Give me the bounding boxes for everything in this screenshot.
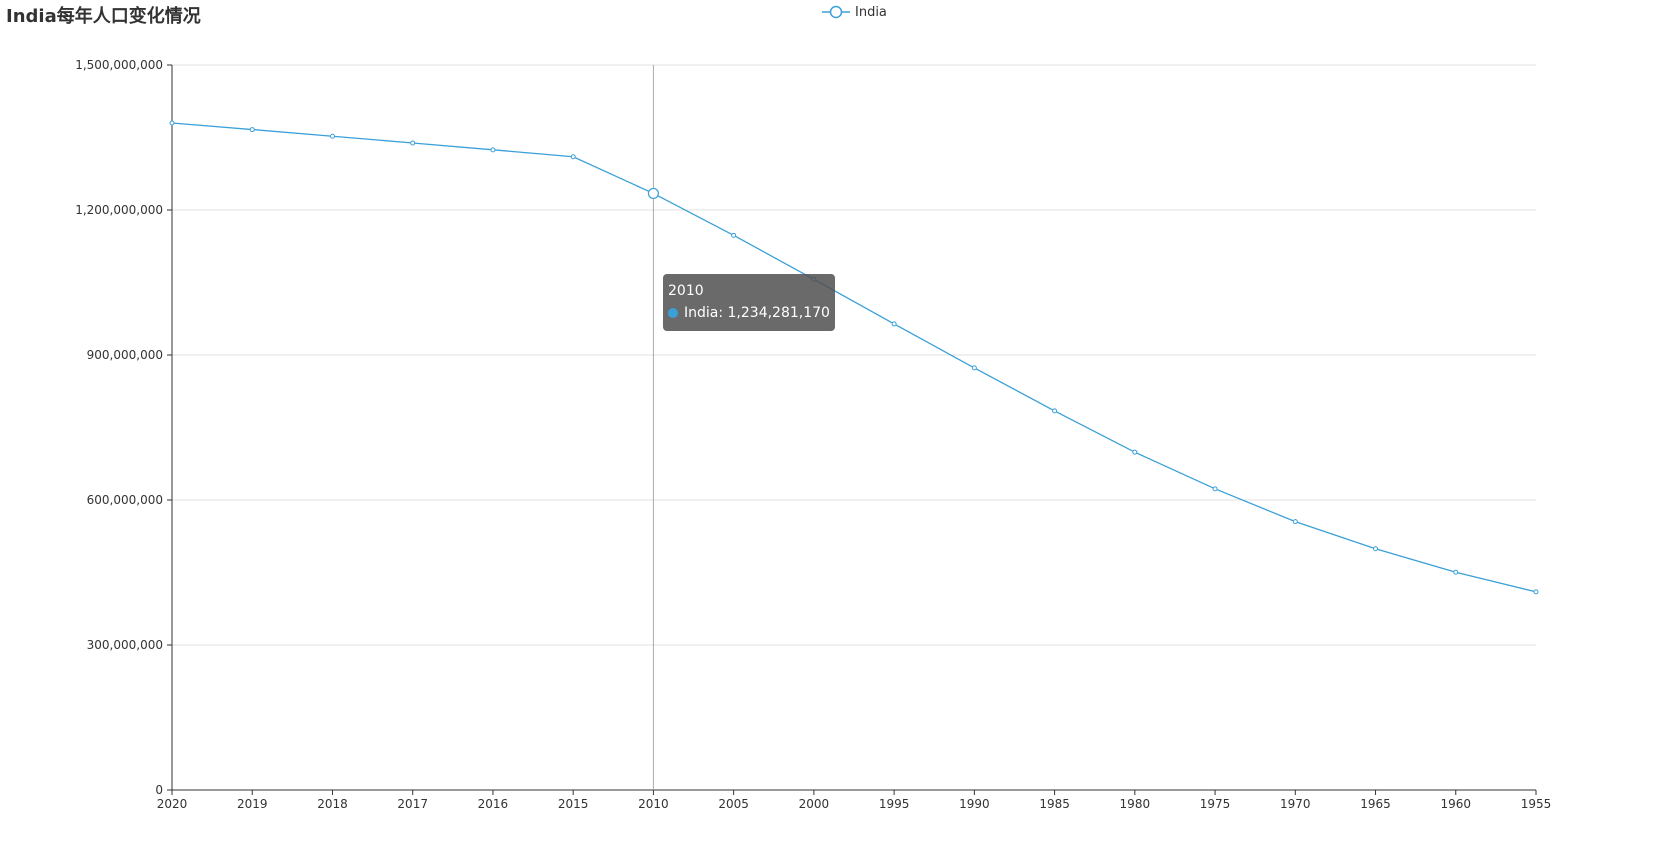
chart-title: India每年人口变化情况 xyxy=(6,6,201,27)
data-point xyxy=(1212,486,1218,492)
legend-item-india[interactable]: India xyxy=(822,3,887,21)
data-point xyxy=(731,232,737,238)
data-point xyxy=(1453,569,1459,575)
x-tick-label: 1975 xyxy=(1200,797,1231,811)
data-point-highlighted xyxy=(647,187,660,200)
data-point xyxy=(1533,589,1539,595)
x-tick-label: 2000 xyxy=(799,797,830,811)
y-tick-label: 900,000,000 xyxy=(87,348,163,362)
tooltip-title: 2010 xyxy=(668,283,704,299)
y-tick-label: 1,500,000,000 xyxy=(75,58,163,72)
data-point xyxy=(971,365,977,371)
data-point xyxy=(1292,519,1298,525)
x-tick-label: 2010 xyxy=(638,797,669,811)
x-tick-label: 2015 xyxy=(558,797,589,811)
data-point xyxy=(410,140,416,146)
y-tick-label: 600,000,000 xyxy=(87,493,163,507)
legend-label: India xyxy=(855,4,887,20)
data-point xyxy=(570,154,576,160)
tooltip-row: India: 1,234,281,170 xyxy=(668,302,830,324)
series-line-india xyxy=(171,122,1537,593)
x-tick-label: 1990 xyxy=(959,797,990,811)
data-point xyxy=(891,321,897,327)
data-point xyxy=(1132,449,1138,455)
tooltip-series-dot xyxy=(668,308,678,318)
data-point xyxy=(329,133,335,139)
x-tick-label: 2017 xyxy=(397,797,428,811)
data-point xyxy=(169,120,175,126)
y-tick-label: 0 xyxy=(155,783,163,797)
y-tick-label: 300,000,000 xyxy=(87,638,163,652)
x-tick-label: 1970 xyxy=(1280,797,1311,811)
x-tick-label: 2005 xyxy=(718,797,749,811)
tooltip-value-line: India: 1,234,281,170 xyxy=(684,305,830,321)
x-tick-label: 2016 xyxy=(478,797,509,811)
data-point xyxy=(1052,408,1058,414)
x-tick-label: 1985 xyxy=(1039,797,1070,811)
data-point xyxy=(1373,546,1379,552)
x-tick-label: 2018 xyxy=(317,797,348,811)
x-tick-label: 1980 xyxy=(1120,797,1151,811)
x-tick-label: 1955 xyxy=(1521,797,1552,811)
x-tick-label: 2019 xyxy=(237,797,268,811)
x-tick-label: 1960 xyxy=(1440,797,1471,811)
x-tick-label: 1965 xyxy=(1360,797,1391,811)
y-tick-label: 1,200,000,000 xyxy=(75,203,163,217)
data-point xyxy=(490,147,496,153)
tooltip: 2010 India: 1,234,281,170 xyxy=(663,274,835,331)
x-tick-label: 2020 xyxy=(157,797,188,811)
legend-line-circle-icon xyxy=(822,5,850,19)
x-tick-label: 1995 xyxy=(879,797,910,811)
data-point xyxy=(249,127,255,133)
